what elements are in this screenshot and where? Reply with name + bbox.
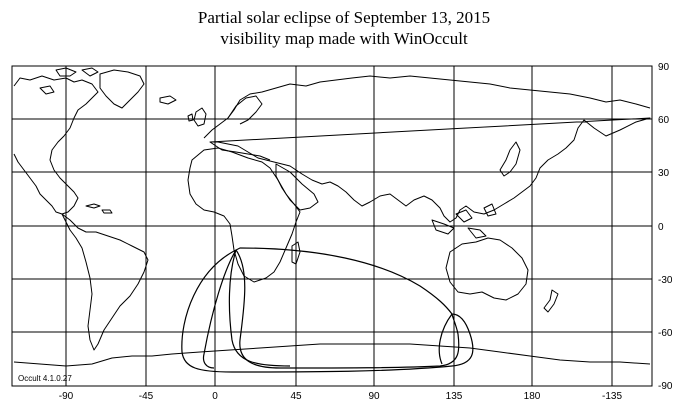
lat-tick: -30 — [658, 275, 673, 286]
mediterranean-coast — [209, 141, 271, 161]
map-title: Partial solar eclipse of September 13, 2… — [0, 7, 688, 49]
lon-tick: -45 — [139, 391, 154, 402]
lat-tick-labels: 90 60 30 0 -30 -60 -90 — [658, 62, 673, 392]
software-credit: Occult 4.1.0.27 — [18, 374, 72, 383]
scandinavia-coast — [227, 95, 263, 125]
antarctica-coast — [13, 343, 651, 367]
rising-setting-curve — [202, 249, 237, 369]
map-grid — [11, 65, 653, 387]
british-isles-coast — [187, 107, 207, 127]
eurasia-coast — [203, 75, 651, 223]
coastlines — [13, 67, 651, 367]
lat-tick: 30 — [658, 168, 670, 179]
lon-tick-labels: -90 -45 0 45 90 135 180 -135 — [59, 391, 623, 402]
lon-tick: 90 — [368, 391, 380, 402]
greenland-coast — [99, 69, 145, 109]
lon-tick: 180 — [524, 391, 541, 402]
japan-coast — [499, 141, 521, 177]
lat-tick: -60 — [658, 328, 673, 339]
lon-tick: -135 — [602, 391, 622, 402]
arctic-islands — [39, 67, 99, 95]
lat-tick: 60 — [658, 115, 670, 126]
new-zealand-coast — [543, 289, 559, 313]
lon-tick: 45 — [290, 391, 302, 402]
lon-tick: 0 — [212, 391, 218, 402]
caribbean-islands — [85, 203, 113, 214]
title-line-2: visibility map made with WinOccult — [220, 29, 468, 48]
lon-tick: 135 — [446, 391, 463, 402]
outer-visibility-limit — [181, 247, 474, 373]
title-line-1: Partial solar eclipse of September 13, 2… — [197, 8, 491, 27]
iceland-coast — [159, 95, 177, 105]
madagascar-coast — [291, 241, 301, 265]
lat-tick: 0 — [658, 222, 664, 233]
north-america-coast — [13, 75, 99, 215]
maximum-eclipse-curve — [228, 249, 291, 367]
lon-tick: -90 — [59, 391, 74, 402]
australia-coast — [445, 237, 529, 301]
africa-coast — [187, 147, 301, 283]
lat-tick: -90 — [658, 381, 673, 392]
eclipse-visibility-curves — [181, 247, 474, 373]
south-america-coast — [61, 213, 149, 351]
se-asia-islands — [431, 203, 497, 239]
inner-visibility-curve — [438, 313, 453, 365]
lat-tick: 90 — [658, 62, 670, 73]
sunrise-limit-curve — [235, 249, 460, 369]
